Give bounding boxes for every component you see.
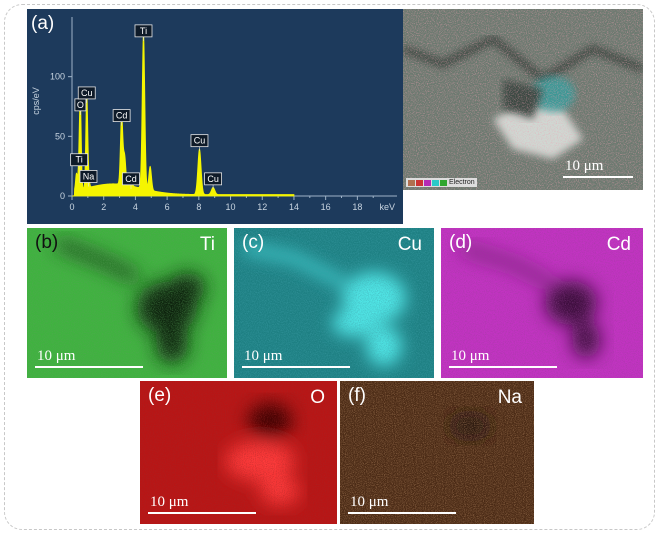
o-scale-bar: 10 μm [148,494,256,514]
panel-label-c: (c) [242,232,265,253]
map-panel-cu: (c) Cu 10 μm [234,228,434,378]
y-tick-label: 0 [60,191,65,201]
peak-label-box [79,170,98,183]
y-axis-label: cps/eV [31,87,41,115]
y-tick-label: 100 [50,72,65,82]
o-map-image [140,381,337,524]
x-tick-label: 18 [352,202,362,212]
sem-image-panel: Electron 10 μm [403,9,643,190]
cu-scale-label: 10 μm [244,348,283,364]
cd-map-image [441,228,643,378]
cu-scale-line [242,366,350,368]
cu-map-image [234,228,434,378]
peak-label: Cu [194,136,206,146]
panel-label-a: (a) [31,13,55,34]
sem-scale-label: 10 μm [565,158,604,174]
o-scale-line [148,512,256,514]
sem-scale-bar: 10 μm [563,158,633,178]
peak-label-box [70,153,89,167]
ti-map-image [27,228,227,378]
peak-label: Ti [76,155,83,165]
sem-scale-line [563,176,633,178]
spectrum-curve [72,33,295,197]
x-tick-label: 4 [133,202,138,212]
eds-spectrum-chart: 0 50 100 cps/eV 0 2 4 6 8 10 12 14 16 18 keV Ti O Cu Na Cd C… [31,17,397,212]
x-tick-label: 10 [226,202,236,212]
panel-label-d: (d) [449,232,473,253]
peak-label: Cd [116,111,128,121]
panel-label-e: (e) [148,385,172,406]
peak-label-box [134,24,153,38]
na-scale-bar: 10 μm [348,494,456,514]
eds-spectrum-panel: 0 50 100 cps/eV 0 2 4 6 8 10 12 14 16 18 keV Ti O Cu Na Cd C… [27,9,403,224]
element-label-na: Na [497,387,522,408]
x-tick-label: 12 [257,202,267,212]
peak-label-box [122,172,140,186]
peak-label: Cd [125,174,137,184]
cd-scale-line [449,366,557,368]
x-tick-label: 16 [321,202,331,212]
sem-micrograph [403,9,643,190]
na-scale-label: 10 μm [350,494,389,510]
element-label-cd: Cd [606,234,631,255]
figure-frame [4,4,655,530]
element-label-ti: Ti [199,234,215,255]
x-axis-unit: keV [379,202,395,212]
ti-scale-bar: 10 μm [35,348,143,368]
element-label-cu: Cu [397,234,422,255]
na-map-image [340,381,534,524]
x-tick-label: 0 [69,202,74,212]
ti-scale-line [35,366,143,368]
map-panel-cd: (d) Cd 10 μm [441,228,643,378]
peak-label: Na [83,171,95,181]
map-panel-na: (f) Na 10 μm [340,381,534,524]
peak-label: Ti [140,26,147,36]
map-panel-ti: (b) Ti 10 μm [27,228,227,378]
peak-label-box [77,86,96,100]
panel-label-f: (f) [348,385,366,406]
cu-scale-bar: 10 μm [242,348,350,368]
x-tick-label: 2 [101,202,106,212]
o-scale-label: 10 μm [150,494,189,510]
ti-scale-label: 10 μm [37,348,76,364]
x-tick-label: 14 [289,202,299,212]
peak-label-box [112,109,131,122]
panel-label-b: (b) [35,232,59,253]
peak-label: O [77,100,84,110]
sem-legend: Electron [406,178,477,187]
map-panel-o: (e) O 10 μm [140,381,337,524]
sem-legend-label: Electron [449,179,475,186]
y-tick-label: 50 [55,131,65,141]
element-label-o: O [310,387,325,408]
peak-label: Cu [81,88,93,98]
x-tick-label: 6 [165,202,170,212]
na-scale-line [348,512,456,514]
cd-scale-bar: 10 μm [449,348,557,368]
peak-label-box [190,134,209,148]
peak-label-box [204,172,222,186]
peak-label: Cu [207,174,219,184]
x-tick-label: 8 [196,202,201,212]
cd-scale-label: 10 μm [451,348,490,364]
